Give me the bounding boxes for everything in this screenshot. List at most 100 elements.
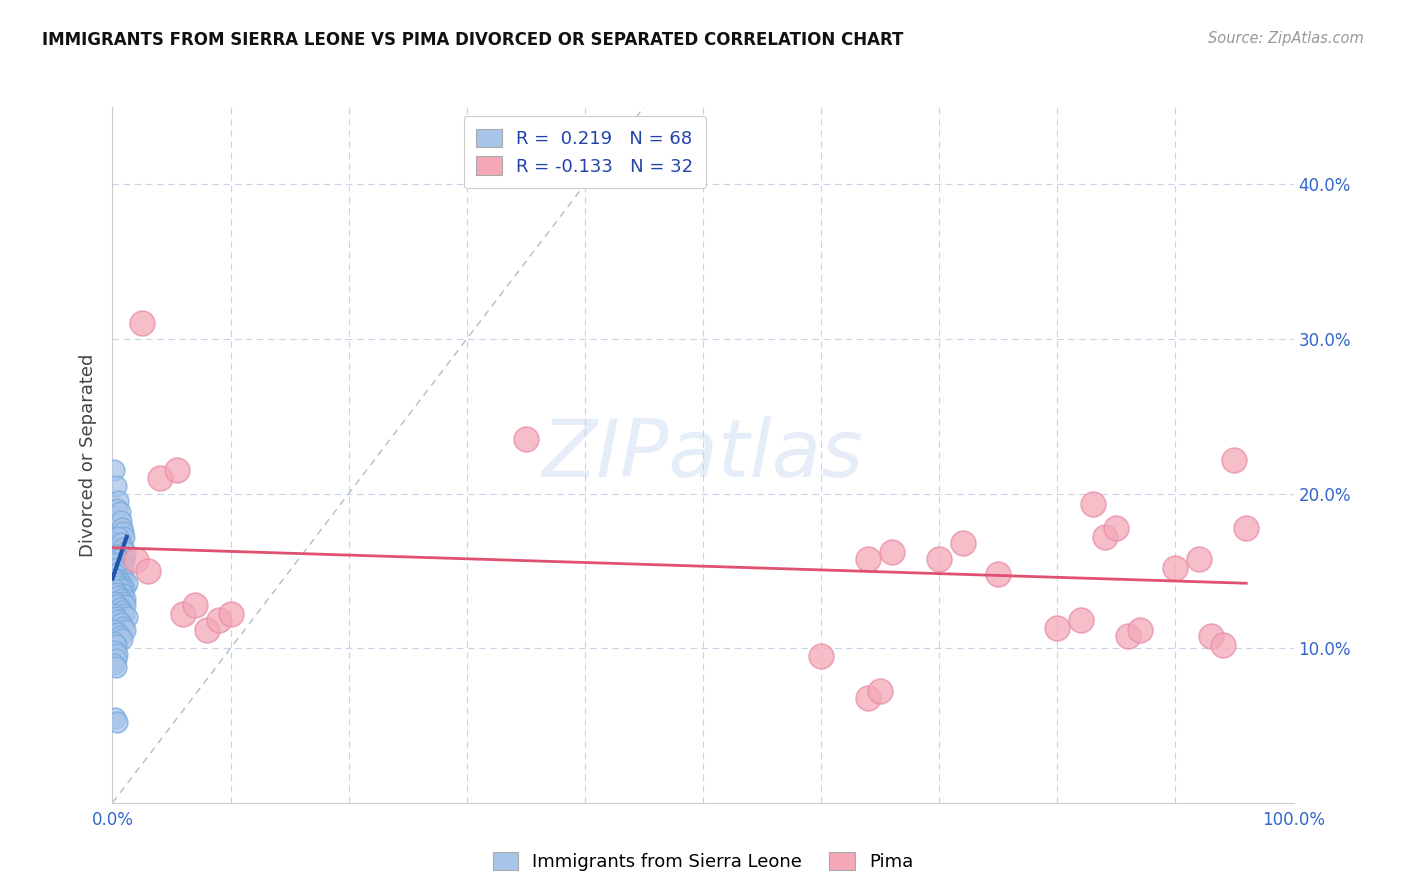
Point <box>149 471 172 485</box>
Point <box>103 463 125 477</box>
Point <box>105 561 128 575</box>
Point <box>104 566 127 581</box>
Point <box>112 595 135 609</box>
Point <box>105 502 128 516</box>
Point <box>114 545 136 559</box>
Point <box>107 589 129 603</box>
Point <box>131 317 153 331</box>
Point <box>112 525 135 540</box>
Point <box>136 564 159 578</box>
Point <box>1234 520 1257 534</box>
Point <box>103 657 125 671</box>
Point <box>1070 613 1092 627</box>
Point <box>110 591 132 606</box>
Point <box>107 530 129 544</box>
Point <box>108 564 131 578</box>
Point <box>1081 497 1104 511</box>
Point <box>184 598 207 612</box>
Point <box>104 644 127 658</box>
Point <box>105 572 128 586</box>
Point <box>108 505 131 519</box>
Point <box>1046 621 1069 635</box>
Point <box>111 520 134 534</box>
Point <box>125 553 148 567</box>
Y-axis label: Divorced or Separated: Divorced or Separated <box>79 353 97 557</box>
Point <box>105 598 128 612</box>
Point <box>104 595 127 609</box>
Point <box>112 561 135 575</box>
Legend: Immigrants from Sierra Leone, Pima: Immigrants from Sierra Leone, Pima <box>485 845 921 879</box>
Point <box>515 433 537 447</box>
Point <box>858 551 880 566</box>
Point <box>104 711 127 725</box>
Point <box>880 545 903 559</box>
Point <box>112 530 135 544</box>
Point <box>105 648 128 662</box>
Point <box>869 684 891 698</box>
Point <box>1116 629 1139 643</box>
Point <box>112 541 135 555</box>
Point <box>112 582 135 597</box>
Point <box>172 607 194 622</box>
Point <box>114 623 136 637</box>
Point <box>103 572 125 586</box>
Point <box>858 690 880 705</box>
Point <box>112 607 135 622</box>
Point <box>111 579 134 593</box>
Point <box>107 579 129 593</box>
Text: IMMIGRANTS FROM SIERRA LEONE VS PIMA DIVORCED OR SEPARATED CORRELATION CHART: IMMIGRANTS FROM SIERRA LEONE VS PIMA DIV… <box>42 31 904 49</box>
Legend: R =  0.219   N = 68, R = -0.133   N = 32: R = 0.219 N = 68, R = -0.133 N = 32 <box>464 116 706 188</box>
Point <box>105 638 128 652</box>
Point <box>103 582 125 597</box>
Point <box>208 613 231 627</box>
Point <box>952 536 974 550</box>
Point <box>1129 623 1152 637</box>
Point <box>1094 530 1116 544</box>
Point <box>107 494 129 508</box>
Point <box>928 551 950 566</box>
Point <box>111 604 134 618</box>
Point <box>110 556 132 570</box>
Point <box>107 551 129 566</box>
Point <box>105 610 128 624</box>
Point <box>105 585 128 599</box>
Point <box>112 619 135 633</box>
Point <box>103 607 125 622</box>
Point <box>112 572 135 586</box>
Point <box>166 463 188 477</box>
Text: Source: ZipAtlas.com: Source: ZipAtlas.com <box>1208 31 1364 46</box>
Point <box>105 625 128 640</box>
Point <box>105 549 128 563</box>
Point <box>110 515 132 529</box>
Text: ZIPatlas: ZIPatlas <box>541 416 865 494</box>
Point <box>115 610 138 624</box>
Point <box>1188 551 1211 566</box>
Point <box>104 556 127 570</box>
Point <box>111 566 134 581</box>
Point <box>108 574 131 589</box>
Point <box>987 566 1010 581</box>
Point <box>108 629 131 643</box>
Point <box>195 623 218 637</box>
Point <box>1212 638 1234 652</box>
Point <box>111 545 134 559</box>
Point <box>810 648 832 663</box>
Point <box>110 536 132 550</box>
Point <box>114 598 136 612</box>
Point <box>112 587 135 601</box>
Point <box>114 591 136 606</box>
Point <box>112 551 135 566</box>
Point <box>110 582 132 597</box>
Point <box>108 541 131 555</box>
Point <box>105 652 128 666</box>
Point <box>115 576 138 591</box>
Point <box>105 479 128 493</box>
Point <box>103 635 125 649</box>
Point <box>105 576 128 591</box>
Point <box>111 632 134 646</box>
Point <box>110 616 132 631</box>
Point <box>105 536 128 550</box>
Point <box>1105 520 1128 534</box>
Point <box>1199 629 1222 643</box>
Point <box>104 623 127 637</box>
